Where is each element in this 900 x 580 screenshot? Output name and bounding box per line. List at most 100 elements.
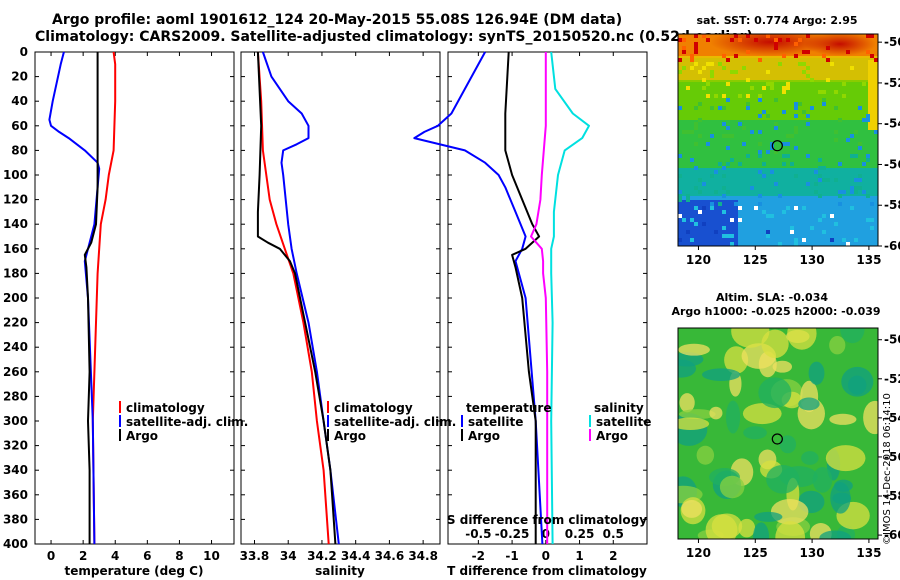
legend-t-argo: Argo xyxy=(468,429,500,443)
sst-pixel xyxy=(730,70,734,74)
sst-pixel xyxy=(682,50,686,54)
sst-pixel xyxy=(746,78,750,82)
sst-pixel xyxy=(694,222,698,226)
sst-pixel xyxy=(798,38,802,42)
sla-blob xyxy=(754,511,783,522)
sst-pixel xyxy=(790,162,794,166)
sst-pixel xyxy=(758,202,762,206)
sst-pixel xyxy=(810,106,814,110)
sst-pixel xyxy=(746,50,750,54)
sst-pixel xyxy=(794,42,798,46)
sst-pixel xyxy=(854,186,858,190)
sst-pixel xyxy=(854,130,858,134)
sla-map-title: Altim. SLA: -0.034 xyxy=(716,291,828,304)
sst-pixel xyxy=(862,190,866,194)
sst-pixel xyxy=(686,194,690,198)
x-tick-label: -2 xyxy=(472,549,485,563)
sst-pixel xyxy=(810,78,814,82)
sst-pixel xyxy=(706,38,710,42)
sst-pixel xyxy=(694,46,698,50)
sst-pixel xyxy=(806,154,810,158)
sst-pixel xyxy=(742,126,746,130)
sst-pixel xyxy=(802,206,806,210)
map-y-tick-label: -60 xyxy=(884,528,900,542)
series-argo xyxy=(83,52,99,544)
depth-tick-label: 0 xyxy=(20,45,28,59)
sst-pixel xyxy=(794,146,798,150)
x-tick-label: 34 xyxy=(280,549,297,563)
sst-pixel xyxy=(726,190,730,194)
sst-pixel xyxy=(690,238,694,242)
sst-pixel xyxy=(790,134,794,138)
sst-pixel xyxy=(794,130,798,134)
sst-pixel xyxy=(758,150,762,154)
sst-pixel xyxy=(702,222,706,226)
sst-pixel xyxy=(786,134,790,138)
sst-pixel xyxy=(838,162,842,166)
sst-pixel xyxy=(806,34,810,38)
sst-pixel xyxy=(710,206,714,210)
sst-pixel xyxy=(822,214,826,218)
s-tick-label: -0.25 xyxy=(495,527,530,541)
sst-pixel xyxy=(738,94,742,98)
sla-blob xyxy=(840,328,865,344)
sst-pixel xyxy=(850,66,854,70)
sst-pixel xyxy=(722,186,726,190)
sst-pixel xyxy=(766,70,770,74)
depth-tick-label: 60 xyxy=(11,119,28,133)
sst-pixel xyxy=(866,218,870,222)
sst-pixel xyxy=(794,102,798,106)
salinity-panel-frame xyxy=(240,51,441,545)
sst-pixel xyxy=(702,78,706,82)
sst-pixel xyxy=(782,54,786,58)
sla-blob xyxy=(678,352,704,367)
sst-pixel xyxy=(722,106,726,110)
sst-pixel xyxy=(858,186,862,190)
map-y-tick-label: -58 xyxy=(884,489,900,503)
sst-pixel xyxy=(818,218,822,222)
sst-pixel xyxy=(806,114,810,118)
sst-pixel xyxy=(806,122,810,126)
sst-pixel xyxy=(694,126,698,130)
sst-pixel xyxy=(726,146,730,150)
series-satellite-adj xyxy=(261,51,340,545)
sst-pixel xyxy=(690,54,694,58)
s-tick-label: 0.25 xyxy=(565,527,595,541)
sst-pixel xyxy=(698,102,702,106)
sst-pixel xyxy=(834,106,838,110)
sst-pixel xyxy=(762,162,766,166)
sst-pixel xyxy=(738,38,742,42)
t-difference-axis-label: T difference from climatology xyxy=(447,564,647,578)
sst-pixel xyxy=(834,178,838,182)
sst-pixel xyxy=(710,134,714,138)
sst-map-image xyxy=(678,34,878,246)
depth-axis: 0 20 40 60 80 100 120 140 160 180 200 220 240 260 280 3… xyxy=(3,45,647,551)
sst-pixel xyxy=(702,34,706,38)
sst-pixel xyxy=(682,38,686,42)
sst-pixel xyxy=(802,238,806,242)
salinity-plot: 33.8 34 34.2 34.4 34.6 34.8 xyxy=(240,51,438,563)
sst-pixel xyxy=(750,86,754,90)
map-x-tick-label: 130 xyxy=(800,253,825,267)
sst-pixel xyxy=(730,218,734,222)
sst-pixel xyxy=(822,166,826,170)
imos-credit: ©IMOS 14-Dec-2018 06:14:10 xyxy=(882,393,893,545)
sst-pixel xyxy=(866,154,870,158)
sla-blob xyxy=(696,445,715,465)
sst-pixel xyxy=(818,158,822,162)
sla-blob xyxy=(725,400,741,434)
depth-tick-label: 120 xyxy=(3,193,28,207)
sst-pixel xyxy=(758,170,762,174)
sst-pixel xyxy=(822,102,826,106)
map-y-tick-label: -52 xyxy=(884,76,900,90)
sst-pixel xyxy=(730,158,734,162)
sst-pixel xyxy=(858,106,862,110)
sst-pixel xyxy=(730,134,734,138)
depth-tick-label: 340 xyxy=(3,463,28,477)
sst-pixel xyxy=(798,102,802,106)
sst-pixel xyxy=(766,114,770,118)
sst-pixel xyxy=(722,134,726,138)
sst-pixel xyxy=(694,42,698,46)
sst-pixel xyxy=(858,178,862,182)
